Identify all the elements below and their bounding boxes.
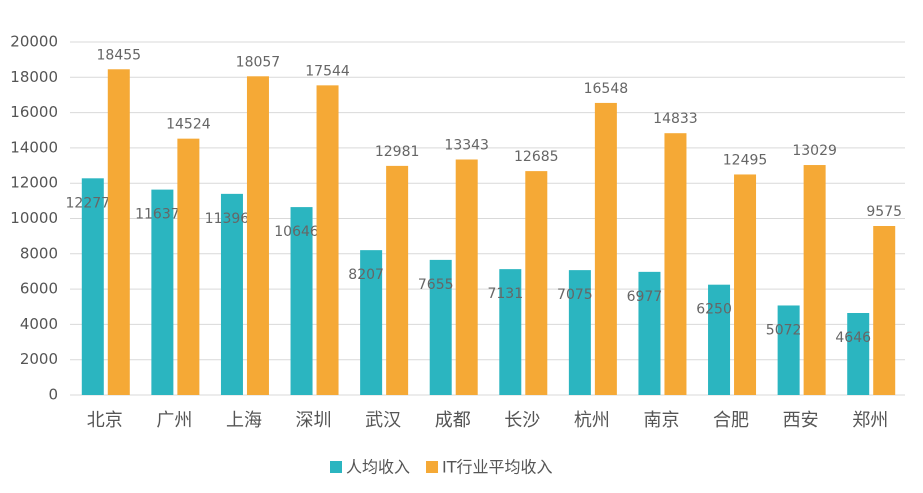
bar xyxy=(708,284,731,395)
y-tick-label: 18000 xyxy=(10,68,58,86)
value-label: 7655 xyxy=(418,277,454,293)
legend-swatch xyxy=(426,461,439,473)
bar xyxy=(151,189,174,395)
x-tick-label: 深圳 xyxy=(296,410,332,431)
y-tick-label: 2000 xyxy=(20,350,58,368)
value-label: 14833 xyxy=(653,111,698,127)
bar xyxy=(803,165,826,395)
value-label: 18057 xyxy=(236,54,281,70)
bar xyxy=(386,165,409,395)
value-label: 8207 xyxy=(348,267,384,283)
value-label: 4646 xyxy=(835,330,871,346)
bar xyxy=(664,133,687,395)
y-tick-label: 20000 xyxy=(10,33,58,51)
value-label: 13029 xyxy=(792,143,837,159)
y-tick-label: 10000 xyxy=(10,209,58,227)
y-tick-label: 6000 xyxy=(20,280,58,298)
value-label: 12277 xyxy=(66,195,111,211)
bar xyxy=(360,250,383,395)
x-tick-label: 成都 xyxy=(435,410,471,431)
x-tick-label: 杭州 xyxy=(574,410,610,431)
legend-swatch xyxy=(330,461,342,473)
bar xyxy=(873,226,896,395)
value-label: 13343 xyxy=(444,137,489,153)
x-tick-label: 郑州 xyxy=(852,410,888,431)
x-tick-label: 南京 xyxy=(643,410,679,431)
value-label: 7075 xyxy=(557,287,593,303)
legend-label: IT行业平均收入 xyxy=(442,458,553,477)
y-tick-label: 0 xyxy=(48,386,58,404)
bar xyxy=(777,305,800,395)
x-tick-label: 广州 xyxy=(156,410,192,431)
bar xyxy=(594,102,617,396)
x-tick-label: 西安 xyxy=(783,410,819,431)
value-label: 11396 xyxy=(205,211,250,227)
y-tick-label: 14000 xyxy=(10,138,58,156)
value-label: 18455 xyxy=(97,47,142,63)
bar xyxy=(290,207,313,395)
bar xyxy=(499,269,522,395)
value-label: 14524 xyxy=(166,117,211,133)
value-label: 12981 xyxy=(375,144,420,160)
bar xyxy=(525,171,548,395)
y-tick-label: 12000 xyxy=(10,174,58,192)
x-tick-label: 北京 xyxy=(87,410,123,431)
value-label: 10646 xyxy=(274,224,319,240)
value-label: 11637 xyxy=(135,207,180,223)
x-tick-label: 合肥 xyxy=(713,410,749,431)
bar xyxy=(429,259,452,395)
bar xyxy=(847,312,870,395)
bar xyxy=(638,271,661,395)
bar xyxy=(81,178,104,395)
y-tick-label: 4000 xyxy=(20,315,58,333)
x-tick-label: 武汉 xyxy=(365,410,401,431)
bar xyxy=(220,193,243,395)
y-tick-label: 8000 xyxy=(20,244,58,262)
bar xyxy=(455,159,478,395)
value-label: 6250 xyxy=(696,302,732,318)
bar xyxy=(316,85,339,396)
x-tick-label: 上海 xyxy=(226,410,262,431)
value-label: 12685 xyxy=(514,149,559,165)
x-tick-label: 长沙 xyxy=(504,410,540,431)
y-tick-label: 16000 xyxy=(10,103,58,121)
value-label: 16548 xyxy=(584,81,629,97)
value-label: 17544 xyxy=(305,63,350,79)
legend-label: 人均收入 xyxy=(346,458,410,477)
bar xyxy=(177,138,200,395)
bar xyxy=(568,270,591,395)
value-label: 12495 xyxy=(723,152,768,168)
bar xyxy=(734,174,757,395)
bar xyxy=(107,69,130,395)
value-label: 7131 xyxy=(487,286,523,302)
bar xyxy=(246,76,269,396)
value-label: 5072 xyxy=(766,322,802,338)
value-label: 6977 xyxy=(627,289,663,305)
value-label: 9575 xyxy=(866,204,902,220)
